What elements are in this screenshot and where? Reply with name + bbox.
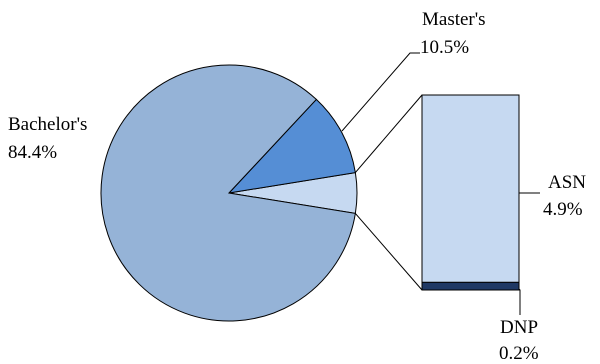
label-asn-value: 4.9% bbox=[543, 199, 583, 220]
pie-slice-master-s bbox=[227, 98, 356, 194]
leader-lines bbox=[341, 52, 540, 315]
breakout-connector-lines bbox=[354, 94, 423, 291]
label-asn-name: ASN bbox=[548, 172, 586, 193]
label-bachelors-name: Bachelor's bbox=[8, 114, 87, 135]
pie bbox=[100, 64, 358, 322]
label-dnp-name: DNP bbox=[500, 317, 538, 338]
connector-top bbox=[354, 94, 423, 173]
label-masters-value: 10.5% bbox=[420, 37, 469, 58]
leader-dnp bbox=[518, 288, 521, 315]
bar-segment-dnp bbox=[421, 281, 520, 291]
label-masters-name: Master's bbox=[422, 9, 486, 30]
breakout-bar bbox=[421, 94, 520, 291]
bar-segment-asn bbox=[421, 94, 520, 283]
label-bachelors-value: 84.4% bbox=[8, 142, 57, 163]
connector-bottom bbox=[354, 213, 423, 291]
leader-masters bbox=[341, 52, 420, 132]
label-dnp-value: 0.2% bbox=[499, 343, 539, 364]
pie-slice-bachelor-s bbox=[100, 64, 356, 322]
